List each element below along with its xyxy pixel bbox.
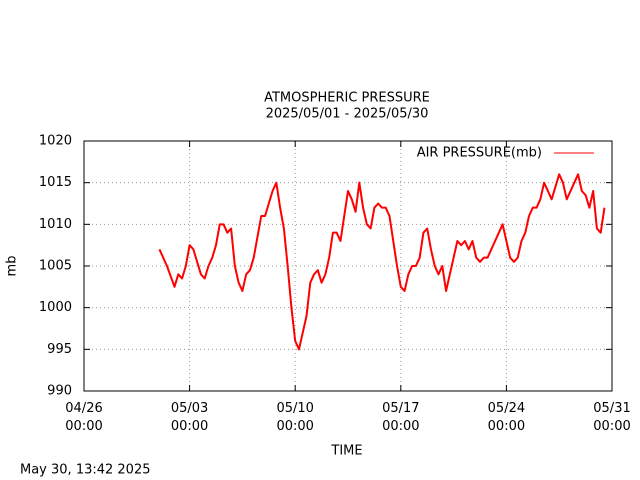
y-tick-label: 1000 xyxy=(39,300,72,315)
y-tick-label: 1015 xyxy=(39,175,72,190)
legend-label: AIR PRESSURE(mb) xyxy=(417,146,542,161)
y-tick-label: 995 xyxy=(47,342,72,357)
y-tick-label: 990 xyxy=(47,384,72,399)
x-tick-label: 04/26 00:00 xyxy=(65,401,102,434)
x-tick-label: 05/17 00:00 xyxy=(382,401,419,434)
data-line xyxy=(158,173,606,351)
footer: May 30, 13:42 2025 xyxy=(20,463,151,478)
chart-subtitle: 2025/05/01 - 2025/05/30 xyxy=(266,107,429,122)
y-tick-label: 1020 xyxy=(39,134,72,149)
x-tick-label: 05/31 00:00 xyxy=(593,401,630,434)
chart-title: ATMOSPHERIC PRESSURE xyxy=(264,91,430,106)
x-axis-label: TIME xyxy=(330,444,362,459)
y-axis-label: mb xyxy=(5,256,20,277)
y-tick-label: 1005 xyxy=(39,259,72,274)
x-tick-label: 05/10 00:00 xyxy=(276,401,313,434)
x-tick-label: 05/03 00:00 xyxy=(171,401,208,434)
y-tick-label: 1010 xyxy=(39,217,72,232)
plot-border xyxy=(83,140,613,392)
x-tick-label: 05/24 00:00 xyxy=(488,401,525,434)
